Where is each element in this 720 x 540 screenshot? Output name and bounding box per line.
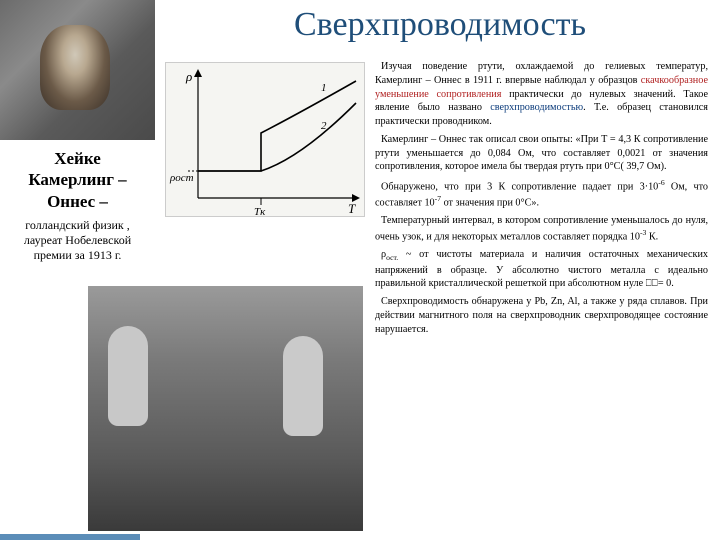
- paragraph-6: Сверхпроводимость обнаружена у Pb, Zn, A…: [375, 295, 708, 336]
- name-line: Оннес –: [0, 191, 155, 212]
- page-title: Сверхпроводимость: [180, 6, 700, 44]
- name-line: Камерлинг –: [0, 169, 155, 190]
- portrait-photo: [0, 0, 155, 140]
- person-name: Хейке Камерлинг – Оннес –: [0, 148, 155, 212]
- accent-strip: [0, 534, 140, 540]
- paragraph-1: Изучая поведение ртути, охлаждаемой до г…: [375, 60, 708, 129]
- curve-label: 1: [321, 82, 327, 94]
- tk-label: Tк: [254, 206, 266, 218]
- paragraph-3: Обнаружено, что при 3 К сопротивление па…: [375, 178, 708, 210]
- paragraph-2: Камерлинг – Оннес так описал свои опыты:…: [375, 133, 708, 174]
- highlight-blue: сверхпроводимостью: [490, 102, 583, 113]
- desc-line: премии за 1913 г.: [0, 248, 155, 263]
- paragraph-5: ρост. ~ от чистоты материала и наличия о…: [375, 248, 708, 291]
- person-description: голландский физик , лауреат Нобелевской …: [0, 218, 155, 263]
- paragraph-4: Температурный интервал, в котором сопрот…: [375, 214, 708, 244]
- x-axis-label: T: [348, 201, 356, 216]
- body-text: Изучая поведение ртути, охлаждаемой до г…: [375, 60, 708, 341]
- desc-line: голландский физик ,: [0, 218, 155, 233]
- resistance-graph: ρ T 1 2 ρост Tк: [165, 62, 365, 217]
- residual-label: ρост: [169, 172, 194, 184]
- name-line: Хейке: [0, 148, 155, 169]
- y-axis-label: ρ: [185, 69, 192, 84]
- curve-label: 2: [321, 120, 327, 132]
- desc-line: лауреат Нобелевской: [0, 233, 155, 248]
- lab-photo: [88, 286, 363, 531]
